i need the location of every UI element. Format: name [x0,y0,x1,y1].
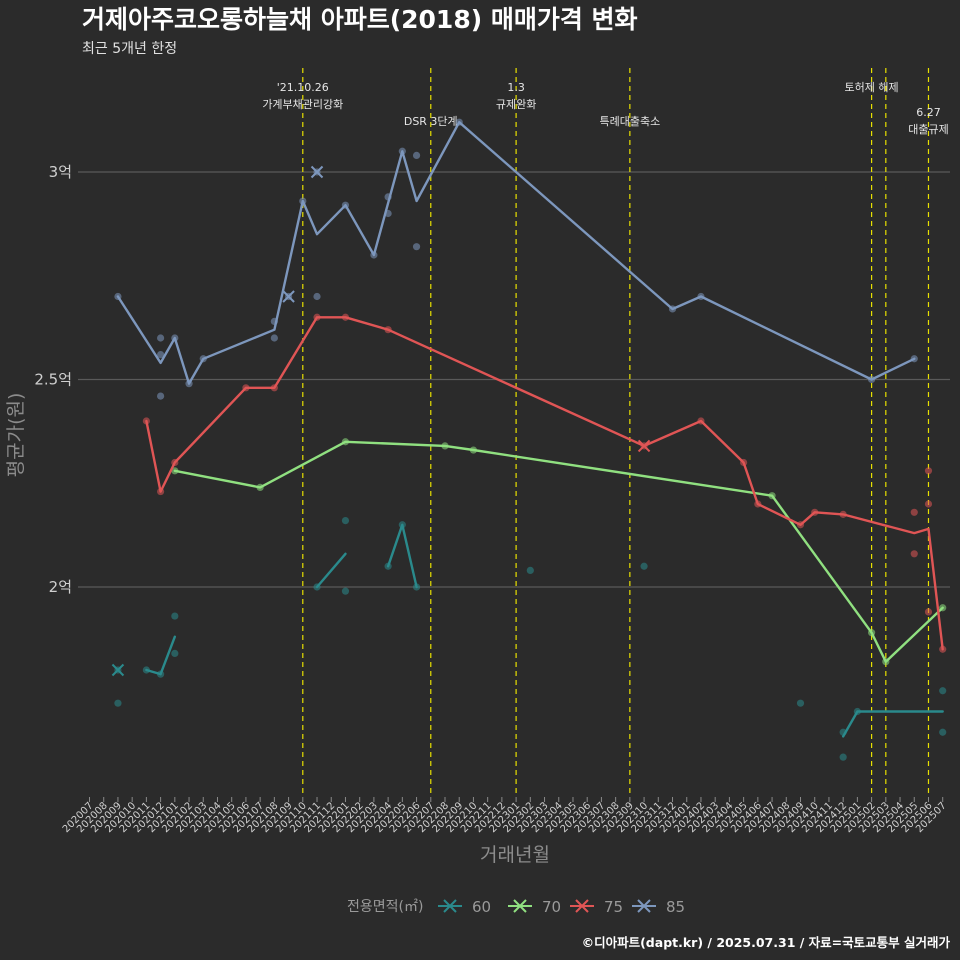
legend-key-cross [443,899,457,913]
series-line [159,635,177,676]
data-point [939,728,947,736]
data-point [157,334,165,342]
series-60 [111,517,947,761]
event-label: 토허제 해제 [845,80,899,94]
data-point [171,612,179,620]
cross-mark [282,290,295,303]
series-75 [142,313,947,653]
data-point [910,550,918,558]
y-tick-label: 2억 [49,578,72,596]
series-line [145,316,944,651]
chart-title: 거제아주코오롱하늘채 아파트(2018) 매매가격 변화 [82,5,638,34]
event-label: '21.10.26 [277,81,329,94]
series-line [386,523,418,589]
data-point [341,517,350,525]
event-label: 6.27 [916,106,941,119]
data-point [924,467,933,475]
event-label: 가계부채관리강화 [262,98,343,111]
legend: 전용면적(㎡) 60 70 75 85 [347,898,685,916]
data-point [839,753,847,761]
series-70 [171,438,947,666]
data-point [157,351,165,359]
data-point [157,392,165,400]
y-tick-label: 3억 [49,163,72,181]
data-point [640,562,648,570]
legend-title: 전용면적(㎡) [347,899,423,915]
gridlines [78,171,950,588]
y-tick-label: 2.5억 [34,371,72,389]
legend-key-cross [575,899,589,913]
data-point [924,500,933,508]
y-axis-ticks: 2억 2.5억 3억 [34,163,72,596]
series-line [842,710,944,738]
series-line [145,668,162,676]
x-axis-label: 거래년월 [480,844,550,866]
cross-mark [310,165,324,179]
legend-key-cross [637,899,651,913]
legend-key-cross [513,899,527,913]
cross-mark [637,439,651,453]
series-layer [111,118,947,761]
event-label: 특례대출축소 [599,115,660,128]
cross-mark [111,663,125,677]
legend-label: 70 [542,898,561,916]
legend-label: 75 [604,898,623,916]
data-point [313,292,321,301]
series-85 [114,118,918,400]
legend-label: 60 [472,898,491,916]
event-label: 대출규제 [908,123,948,136]
event-label: DSR 3단계 [404,115,458,128]
data-point [114,699,122,707]
data-point [270,334,278,342]
series-line [315,552,347,589]
data-point [910,508,918,516]
legend-label: 85 [666,898,685,916]
data-point [939,687,947,695]
chart-caption: ©디아파트(dapt.kr) / 2025.07.31 / 자료=국토교통부 실… [582,935,951,950]
x-axis-ticks: 2020072020082020092020102020112020122021… [61,797,949,835]
series-line [116,120,916,385]
data-point [341,587,350,595]
y-axis-label: 평균가(원) [5,393,27,478]
data-point [412,151,421,159]
data-point [526,566,534,575]
series-line [173,440,944,663]
data-point [796,699,805,707]
data-point [171,649,179,658]
event-label: 규제완화 [496,98,536,111]
data-point [924,608,933,616]
data-point [412,243,421,251]
chart-subtitle: 최근 5개년 한정 [82,41,177,57]
event-label: 1.3 [507,81,525,94]
